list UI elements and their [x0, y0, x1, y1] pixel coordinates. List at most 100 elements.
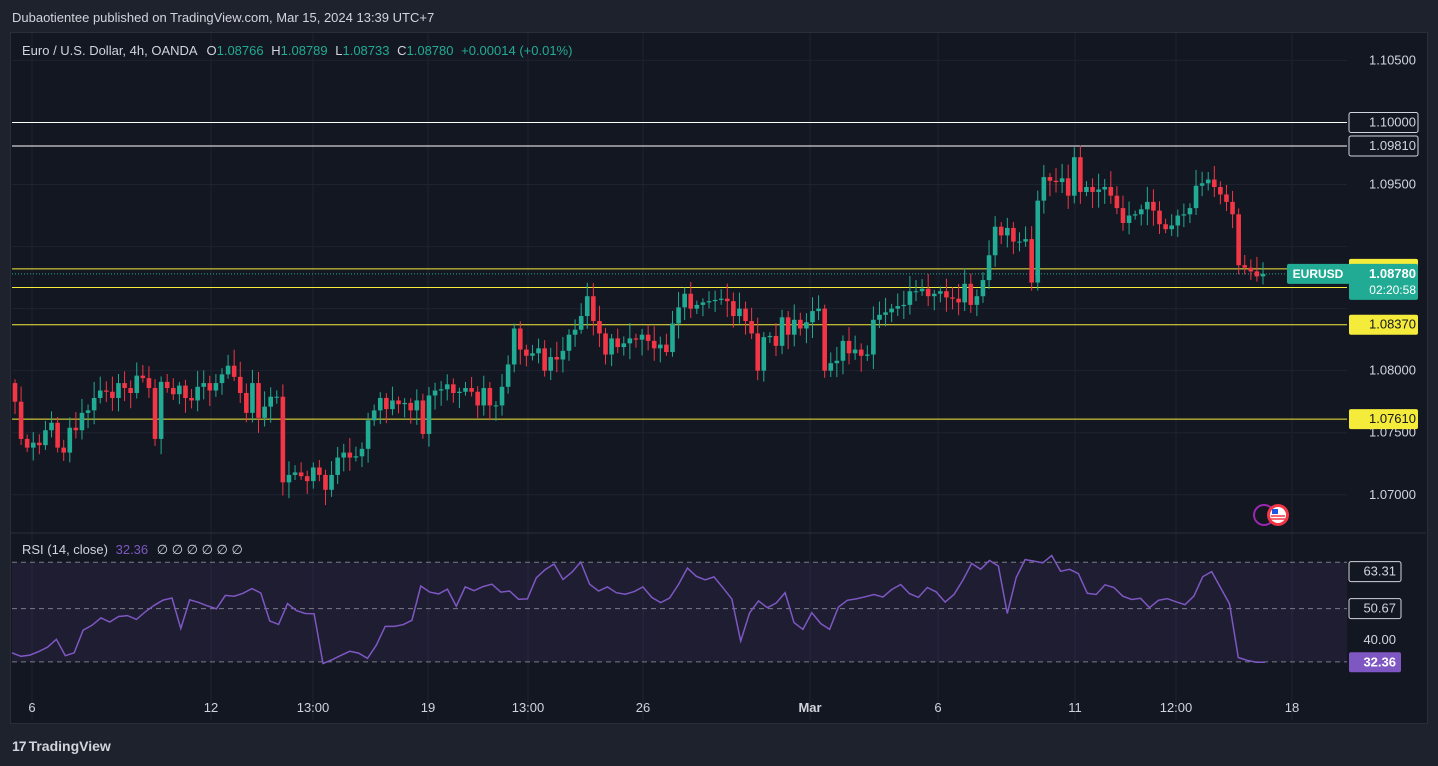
- horizontal-levels: [12, 121, 1347, 420]
- candle-body: [846, 340, 852, 354]
- candle-body: [499, 386, 505, 406]
- candle-body: [743, 308, 748, 322]
- candle-body: [779, 317, 785, 346]
- candle-body: [907, 291, 913, 305]
- candle-body: [274, 396, 280, 398]
- candle-body: [219, 374, 225, 384]
- open-label: O: [206, 43, 217, 58]
- candle-body: [718, 298, 724, 300]
- candle-body: [286, 474, 292, 483]
- candle-body: [177, 385, 182, 395]
- candle-body: [237, 376, 243, 394]
- candle-body: [231, 365, 237, 377]
- candle-body: [505, 364, 511, 387]
- tradingview-brand[interactable]: 17 TradingView: [12, 738, 111, 754]
- candle-body: [578, 316, 584, 330]
- candle-body: [244, 393, 249, 413]
- candle-body: [122, 383, 127, 389]
- candle-body: [1248, 267, 1254, 272]
- candle-body: [1132, 214, 1138, 216]
- candle-body: [542, 348, 547, 371]
- level-label: 1.09810: [1369, 138, 1416, 153]
- candle-body: [1145, 201, 1150, 210]
- candle-body: [1047, 177, 1053, 181]
- level-label-box: [1349, 409, 1418, 430]
- rsi-value: 32.36: [115, 542, 149, 557]
- candle-body: [517, 328, 523, 350]
- candle-body: [420, 400, 426, 434]
- candle-body: [925, 288, 931, 297]
- candle-body: [864, 354, 870, 356]
- candle-body: [1175, 215, 1181, 226]
- candle-body: [195, 386, 200, 401]
- tradingview-brand-label: TradingView: [28, 738, 111, 754]
- candle-body: [682, 293, 687, 308]
- candle-body: [712, 299, 718, 302]
- candle-body: [950, 297, 955, 299]
- candle-body: [104, 390, 109, 392]
- candle-body: [974, 296, 980, 305]
- candle-body: [164, 381, 170, 389]
- candle-body: [773, 335, 779, 346]
- rsi-level-box: [1348, 561, 1402, 583]
- level-label-box: [1348, 111, 1419, 133]
- time-tick-label: Mar: [798, 700, 821, 715]
- candle-body: [852, 349, 858, 354]
- candle-body: [968, 283, 974, 305]
- candle-body: [536, 348, 541, 354]
- candle-body: [213, 383, 219, 391]
- candle-body: [749, 321, 754, 334]
- candle-body: [591, 296, 596, 322]
- candle-body: [804, 322, 809, 329]
- time-tick-label: 18: [1285, 700, 1299, 715]
- candle-body: [1205, 179, 1211, 184]
- candle-body: [998, 226, 1004, 236]
- rsi-line: [11, 554, 1266, 665]
- candle-body: [329, 474, 334, 490]
- candle-body: [37, 442, 42, 446]
- time-tick-label: 12:00: [1160, 700, 1193, 715]
- candle-body: [755, 333, 761, 371]
- candle-body: [731, 301, 736, 317]
- level-label-box: [1348, 135, 1419, 157]
- candle-body: [524, 349, 529, 356]
- candle-body: [311, 467, 316, 482]
- candle-body: [1181, 214, 1187, 216]
- rsi-band-fill: [12, 562, 1347, 662]
- candle-body: [432, 390, 438, 396]
- candle-body: [298, 472, 304, 477]
- candle-body: [170, 388, 176, 395]
- candle-body: [791, 319, 797, 335]
- candle-body: [91, 397, 97, 411]
- rsi-tick-label: 40.00: [1363, 632, 1396, 647]
- candle-body: [347, 452, 353, 458]
- symbol-description: Euro / U.S. Dollar, 4h, OANDA: [22, 43, 197, 58]
- candle-body: [225, 365, 231, 375]
- rsi-value-box: [1349, 652, 1401, 673]
- candle-body: [292, 472, 298, 475]
- time-tick-label: 12: [204, 700, 218, 715]
- time-axis: 6 12 13:00 19 13:00 26 Mar 6 11 12:00 18: [28, 700, 1299, 715]
- ohlc-legend: Euro / U.S. Dollar, 4h, OANDA O1.08766 H…: [22, 43, 572, 58]
- candle-body: [85, 410, 91, 413]
- candle-body: [201, 383, 207, 387]
- open-value: 1.08766: [216, 43, 264, 58]
- time-tick-label: 26: [636, 700, 650, 715]
- low-value: 1.08733: [342, 43, 390, 58]
- time-tick-label: 19: [421, 700, 435, 715]
- last-price-label: 1.08780: [1369, 266, 1416, 281]
- candle-body: [43, 430, 48, 446]
- candle-body: [359, 448, 365, 457]
- candle-body: [572, 329, 578, 335]
- candle-body: [810, 311, 815, 323]
- candle-body: [822, 308, 827, 371]
- candle-body: [1126, 215, 1132, 223]
- candle-body: [609, 338, 614, 355]
- candle-body: [365, 420, 371, 449]
- candle-body: [980, 280, 986, 297]
- candle-body: [1017, 241, 1022, 243]
- candle-body: [304, 476, 310, 482]
- candle-body: [944, 291, 949, 298]
- candle-body: [250, 383, 255, 413]
